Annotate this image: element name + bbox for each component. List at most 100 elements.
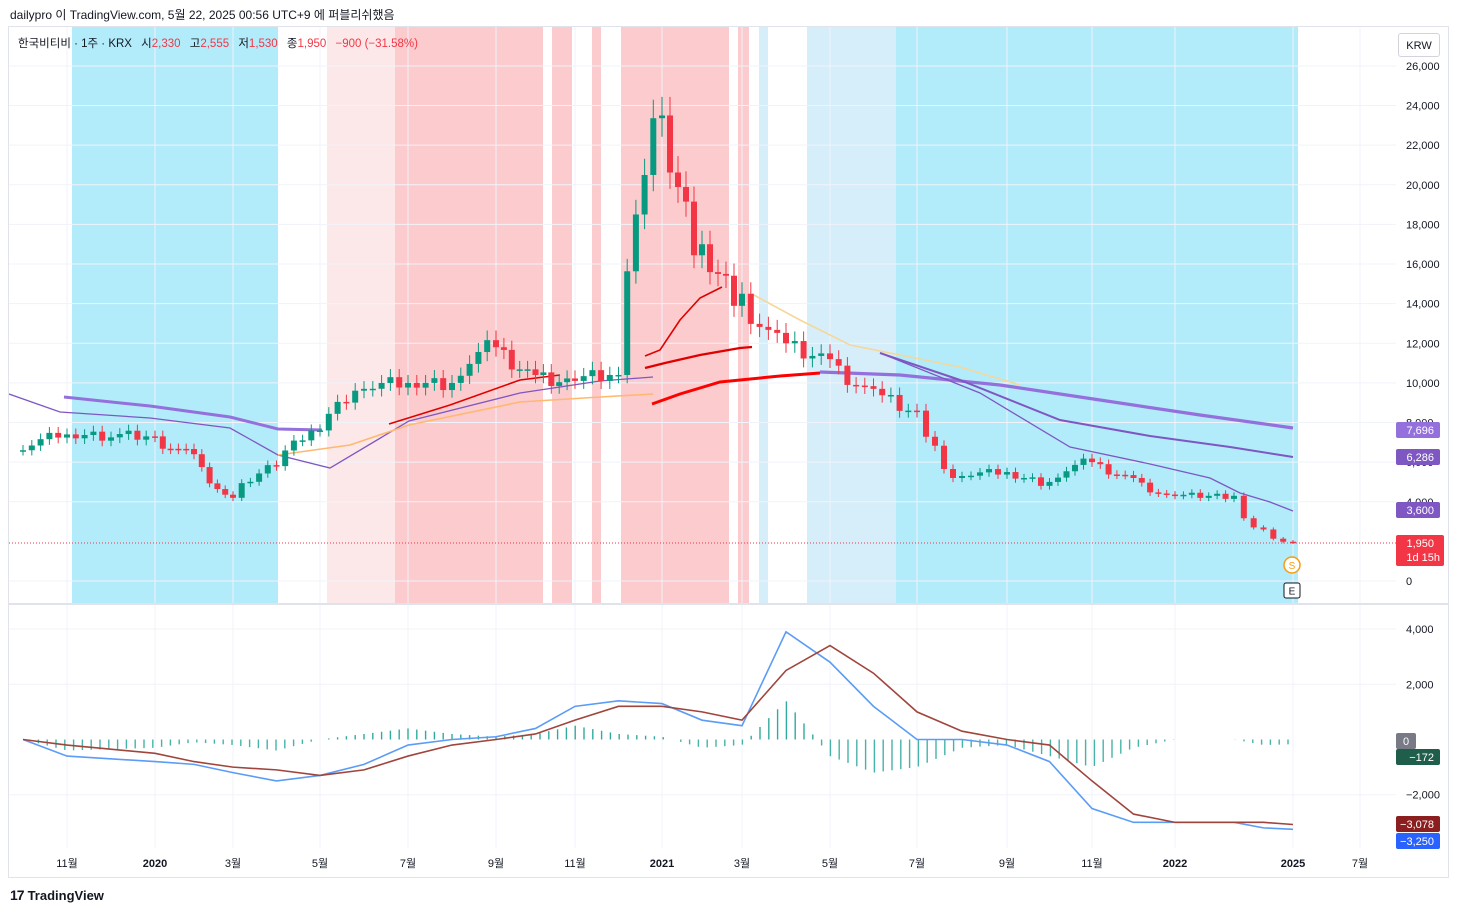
candle-body: [1205, 495, 1212, 498]
candle-body: [500, 347, 507, 350]
high-label: 고: [189, 38, 201, 50]
moving-average-lines: [9, 286, 1294, 512]
candle-body: [475, 352, 482, 364]
candle-body: [977, 472, 983, 476]
candle-body: [818, 353, 825, 356]
candle-body: [1197, 492, 1204, 498]
candle-body: [887, 394, 894, 397]
candle-body: [508, 349, 515, 370]
candle-body: [90, 431, 97, 435]
candle-body: [580, 376, 587, 381]
candle-body: [548, 372, 555, 386]
price-tick-label: 20,000: [1406, 180, 1440, 192]
time-tick-label: 2022: [1163, 858, 1187, 870]
candle-body: [37, 439, 44, 446]
last-price-label-bg: [1396, 535, 1444, 566]
candle-body: [198, 454, 205, 468]
currency-button[interactable]: KRW: [1398, 33, 1440, 57]
candle-body: [273, 465, 280, 467]
price-grid: [9, 27, 1396, 848]
candle-body: [308, 430, 315, 441]
candle-body: [1072, 464, 1078, 472]
candle-body: [1097, 462, 1104, 465]
candle-body: [72, 434, 79, 439]
candle-body: [641, 174, 648, 215]
macd-zero-label-bg: [1396, 733, 1416, 749]
price-tick-label: 12,000: [1406, 338, 1440, 350]
candle-body: [369, 388, 376, 391]
candle-body: [1029, 477, 1036, 479]
candle-body: [809, 355, 816, 359]
signal-zone-band: [807, 27, 896, 603]
candle-body: [1004, 472, 1010, 475]
last-price-label: 1,950: [1406, 538, 1434, 550]
candle-body: [524, 369, 531, 371]
candle-body: [81, 434, 88, 439]
candle-body: [683, 187, 689, 202]
candle-body: [731, 275, 737, 306]
macd-signal-label: −3,078: [1400, 819, 1434, 831]
candle-body: [675, 172, 681, 188]
candle-body: [564, 378, 571, 383]
candle-body: [440, 378, 447, 391]
signal-zone-band: [395, 27, 543, 603]
candle-body: [896, 394, 903, 411]
ma-slow-line-right: [819, 370, 1294, 430]
signal-zone-band: [552, 27, 572, 603]
macd-pane: [9, 628, 1396, 831]
time-tick-label: 3월: [734, 857, 750, 870]
candle-body: [1021, 477, 1027, 480]
macd-value-label-bg: [1396, 833, 1440, 849]
candle-body: [950, 469, 956, 478]
candle-body: [378, 382, 385, 389]
candle-body: [191, 448, 197, 455]
candle-body: [230, 494, 236, 498]
candle-body: [183, 448, 190, 451]
candle-body: [667, 115, 673, 173]
candle-body: [800, 341, 807, 359]
macd-tick-label: −2,000: [1406, 790, 1440, 802]
tradingview-branding[interactable]: 17 TradingView: [10, 887, 104, 903]
candle-body: [853, 384, 860, 387]
publish-header: dailypro 이 TradingView.com, 5월 22, 2025 …: [10, 8, 395, 22]
candle-body: [28, 445, 35, 451]
candle-body: [1290, 541, 1296, 544]
candle-body: [466, 363, 473, 376]
open-label: 시: [141, 38, 152, 50]
candle-body: [606, 374, 613, 381]
close-value: 1,950: [297, 38, 327, 50]
macd-value-label: −3,250: [1400, 836, 1434, 848]
ma-mid-price-label: 6,286: [1406, 452, 1434, 464]
macd-hist-label: −172: [1409, 752, 1434, 764]
time-tick-label: 2021: [650, 858, 674, 870]
ma-fast-line-left: [9, 376, 654, 469]
time-tick-label: 7월: [1352, 857, 1368, 870]
time-tick-label: 11월: [564, 857, 586, 870]
candle-body: [64, 434, 70, 438]
candle-body: [431, 378, 438, 383]
symbol-name[interactable]: 한국비티비 · 1주 · KRX: [18, 38, 132, 50]
candle-body: [352, 390, 359, 403]
candle-body: [914, 410, 920, 413]
candle-body: [1180, 494, 1187, 497]
candle-body: [870, 386, 877, 389]
time-tick-label: 7월: [909, 857, 925, 870]
candle-body: [879, 388, 886, 396]
price-tick-label: 22,000: [1406, 140, 1440, 152]
candle-body: [125, 430, 132, 435]
candle-body: [1138, 477, 1145, 483]
candle-body: [747, 293, 754, 324]
candle-body: [152, 436, 158, 438]
candle-body: [1188, 492, 1195, 495]
ma-red-line-mid: [644, 345, 753, 370]
candle-body: [540, 372, 547, 375]
ma-fast-price-label-bg: [1396, 502, 1440, 518]
candle-body: [1055, 477, 1061, 482]
candle-body: [959, 476, 965, 478]
signal-zone-band: [327, 27, 395, 603]
candle-body: [325, 413, 332, 431]
candle-body: [143, 436, 150, 440]
candle-body: [691, 201, 697, 256]
earnings-marker-label: E: [1289, 587, 1296, 598]
